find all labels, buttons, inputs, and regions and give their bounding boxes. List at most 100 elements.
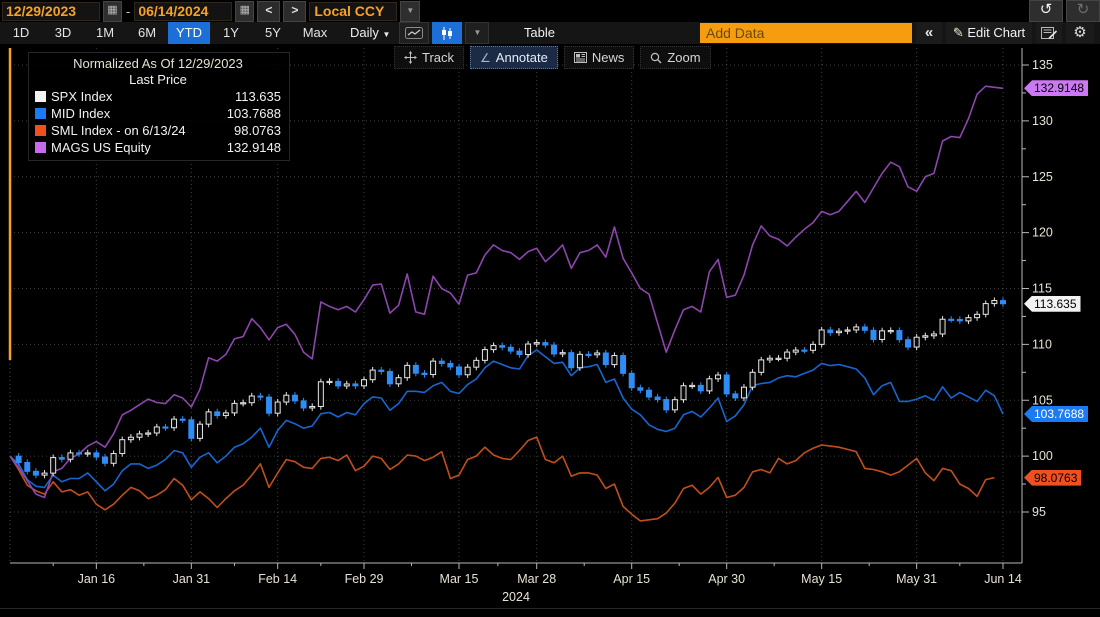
spx-candle-down[interactable] — [499, 345, 506, 348]
calendar-icon[interactable]: ▦ — [103, 0, 122, 22]
spx-candle-up[interactable] — [576, 353, 583, 369]
chevron-down-icon[interactable]: ▼ — [400, 0, 421, 22]
spx-candle-up[interactable] — [171, 418, 178, 429]
spx-candle-up[interactable] — [481, 349, 488, 361]
spx-candle-down[interactable] — [32, 470, 39, 476]
spx-candle-down[interactable] — [456, 366, 463, 376]
zoom-button[interactable]: Zoom — [640, 46, 711, 69]
spx-candle-up[interactable] — [326, 380, 333, 384]
spx-candle-down[interactable] — [663, 399, 670, 411]
undo-button[interactable]: ↺ — [1029, 0, 1063, 22]
spx-candle-down[interactable] — [352, 383, 359, 387]
spx-candle-down[interactable] — [585, 353, 592, 357]
spx-candle-up[interactable] — [887, 330, 894, 333]
redo-button[interactable]: ↻ — [1066, 0, 1100, 22]
spx-candle-up[interactable] — [136, 433, 143, 438]
spx-candle-up[interactable] — [309, 406, 316, 409]
legend-item-mid[interactable]: MID Index 103.7688 — [35, 105, 281, 122]
spx-candle-up[interactable] — [343, 383, 350, 387]
spx-candle-down[interactable] — [421, 372, 428, 376]
spx-candle-up[interactable] — [464, 366, 471, 376]
range-tab-1m[interactable]: 1M — [95, 25, 115, 40]
next-period-button[interactable]: > — [283, 0, 307, 22]
spx-candle-down[interactable] — [827, 329, 834, 334]
spx-candle-down[interactable] — [76, 452, 83, 455]
spx-candle-up[interactable] — [740, 386, 747, 399]
spx-candle-up[interactable] — [490, 345, 497, 351]
spx-candle-down[interactable] — [507, 346, 514, 352]
spx-candle-down[interactable] — [602, 352, 609, 366]
spx-candle-up[interactable] — [810, 343, 817, 351]
spx-candle-up[interactable] — [594, 352, 601, 356]
range-tab-3d[interactable]: 3D — [54, 25, 72, 40]
calendar-icon[interactable]: ▦ — [235, 0, 255, 22]
spx-candle-up[interactable] — [41, 472, 48, 476]
spx-candle-up[interactable] — [274, 401, 281, 414]
spx-candle-up[interactable] — [689, 384, 696, 388]
spx-candle-up[interactable] — [283, 394, 290, 403]
spx-candle-down[interactable] — [628, 372, 635, 389]
spx-candle-up[interactable] — [715, 374, 722, 380]
spx-candle-down[interactable] — [732, 393, 739, 399]
spx-candle-up[interactable] — [67, 452, 74, 460]
spx-candle-up[interactable] — [110, 453, 117, 464]
legend-item-sml[interactable]: SML Index - on 6/13/24 98.0763 — [35, 122, 281, 139]
spx-candle-up[interactable] — [844, 329, 851, 332]
track-button[interactable]: Track — [394, 46, 465, 69]
edit-chart-button[interactable]: ✎ Edit Chart — [946, 22, 1032, 44]
spx-candle-up[interactable] — [395, 377, 402, 385]
spx-candle-up[interactable] — [153, 426, 160, 434]
spx-candle-up[interactable] — [922, 335, 929, 338]
spx-candle-down[interactable] — [568, 352, 575, 369]
spx-candle-up[interactable] — [317, 381, 324, 408]
currency-select[interactable]: Local CCY — [309, 1, 398, 21]
spx-candle-down[interactable] — [300, 400, 307, 409]
table-button[interactable]: Table — [523, 25, 555, 40]
spx-candle-up[interactable] — [145, 432, 152, 435]
legend-item-mags[interactable]: MAGS US Equity 132.9148 — [35, 139, 281, 156]
date-to-input[interactable] — [134, 1, 233, 21]
spx-candle-up[interactable] — [222, 412, 229, 417]
spx-candle-down[interactable] — [386, 371, 393, 385]
spx-candle-down[interactable] — [620, 355, 627, 374]
spx-candle-up[interactable] — [671, 399, 678, 411]
spx-candle-down[interactable] — [438, 360, 445, 364]
spx-candle-down[interactable] — [214, 411, 221, 417]
gear-icon[interactable]: ⚙ — [1066, 23, 1094, 43]
spx-candle-down[interactable] — [162, 426, 169, 429]
mags-line-series[interactable] — [9, 85, 1004, 499]
prev-period-button[interactable]: < — [257, 0, 281, 22]
legend-item-spx[interactable]: SPX Index 113.635 — [35, 88, 281, 105]
spx-candle-down[interactable] — [24, 461, 31, 472]
spx-candle-up[interactable] — [404, 364, 411, 379]
spx-candle-down[interactable] — [335, 380, 342, 387]
spx-candle-up[interactable] — [706, 378, 713, 392]
spx-candle-up[interactable] — [430, 360, 437, 376]
spx-candle-up[interactable] — [939, 318, 946, 335]
period-select[interactable]: Daily ▼ — [350, 25, 391, 40]
date-from-input[interactable] — [2, 1, 100, 21]
spx-candle-up[interactable] — [784, 351, 791, 359]
spx-candle-up[interactable] — [680, 385, 687, 401]
spx-candle-up[interactable] — [818, 329, 825, 345]
spx-candle-down[interactable] — [447, 362, 454, 368]
spx-candle-up[interactable] — [231, 402, 238, 414]
chart-type-dropdown[interactable]: ▼ — [465, 22, 490, 44]
spx-candle-down[interactable] — [550, 344, 557, 355]
spx-candle-down[interactable] — [861, 326, 868, 331]
spx-candle-up[interactable] — [792, 349, 799, 353]
spx-candle-down[interactable] — [637, 387, 644, 391]
spx-candle-up[interactable] — [991, 300, 998, 305]
spx-candle-up[interactable] — [982, 303, 989, 315]
spx-candle-down[interactable] — [266, 396, 273, 414]
spx-candle-down[interactable] — [58, 457, 65, 460]
collapse-panel-button[interactable]: « — [916, 22, 942, 44]
spx-candle-up[interactable] — [775, 357, 782, 360]
range-tab-6m[interactable]: 6M — [137, 25, 157, 40]
spx-candle-up[interactable] — [559, 352, 566, 355]
spx-candle-down[interactable] — [896, 330, 903, 341]
news-button[interactable]: News — [563, 46, 635, 69]
spx-candle-down[interactable] — [723, 374, 730, 395]
spx-candle-up[interactable] — [473, 359, 480, 368]
spx-candle-down[interactable] — [654, 396, 661, 401]
